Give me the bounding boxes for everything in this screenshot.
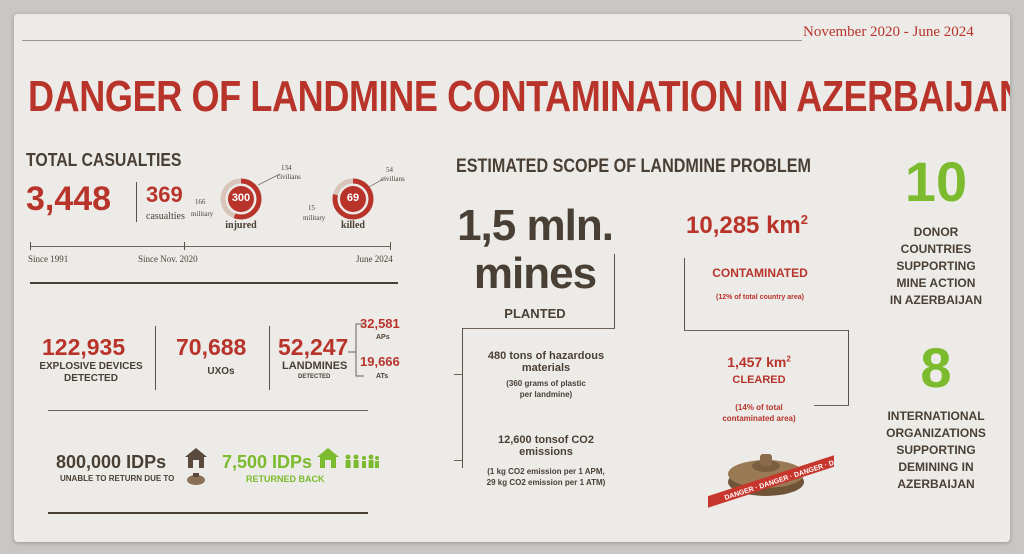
timeline-end: June 2024 [356,254,393,264]
timeline-axis [30,246,390,247]
infographic-slide: November 2020 - June 2024 DANGER OF LAND… [14,14,1010,542]
donor-countries-label: DONOR COUNTRIES SUPPORTING MINE ACTION I… [866,224,1006,309]
contaminated-area-unit-exponent: 2 [800,212,808,227]
mines-value-line2: mines [473,249,597,298]
house-icon [317,448,339,468]
uxo-label: UXOs [207,366,235,377]
date-range: November 2020 - June 2024 [803,24,974,40]
mines-value-line1: 1,5 mln. [457,201,614,250]
donor-label-line: IN AZERBAIJAN [889,293,983,307]
hazardous-materials: 480 tons of hazardous materials [466,350,626,374]
house-icon [185,448,207,468]
aps-value: 32,581 [360,316,400,331]
killed-donut [332,178,374,220]
landmines-label: LANDMINES [282,360,348,372]
cleared-note-line1: (14% of total [735,403,783,412]
timeline-mid: Since Nov. 2020 [138,254,198,264]
injured-military-value: 166 [195,198,206,206]
total-casualties-value: 3,448 [26,180,112,218]
hazard-line2: materials [521,362,571,374]
landmine-icon [187,473,205,485]
killed-value: 69 [346,192,360,204]
idps-returned-value: 7,500 IDPs [222,452,313,472]
co2-line2: emissions [519,446,573,458]
ats-label: ATs [376,373,389,380]
contaminated-area-number: 10,285 km [686,212,801,239]
co2-note: (1 kg CO2 emission per 1 APM, 29 kg CO2 … [460,466,632,488]
donor-label-line: MINE ACTION [896,276,976,290]
mines-value: 1,5 mln. mines [450,202,620,298]
explosive-devices-label: EXPLOSIVE DEVICES DETECTED [39,361,143,384]
donor-countries-value: 10 [904,150,968,213]
top-rule [22,40,802,41]
orgs-label-line: DEMINING IN [898,460,974,474]
killed-civilians-value: 54 [386,166,393,174]
hazard-note-line1: (360 grams of plastic [506,379,586,388]
contaminated-note: (12% of total country area) [716,294,804,301]
idps-returned-label: RETURNED BACK [246,474,325,484]
orgs-label-line: INTERNATIONAL [887,409,985,423]
killed-label: killed [341,220,365,231]
orgs-label-line: AZERBAIJAN [897,477,975,491]
cleared-note: (14% of total contaminated area) [704,402,814,424]
ats-value: 19,666 [360,354,400,369]
landmine-danger-tape-illustration: DANGER · DANGER · DANGER · DANGER [708,452,834,508]
injured-donut [220,178,262,220]
hazard-note-line2: per landmine) [519,390,573,399]
idps-unable-label: UNABLE TO RETURN DUE TO [60,474,175,483]
landmines-sublabel: DETECTED [298,374,331,380]
injured-civilians-value: 134 [281,164,292,172]
co2-line1: 12,600 tonsof CO2 [498,434,594,446]
co2-note-line2: 29 kg CO2 emission per 1 ATM) [486,478,606,487]
hazard-line1: 480 tons of hazardous [487,350,605,362]
aps-label: APs [376,334,390,341]
co2-note-line1: (1 kg CO2 emission per 1 APM, [487,467,605,476]
casualties-heading: TOTAL CASUALTIES [26,150,182,170]
orgs-label-line: SUPPORTING [896,443,976,457]
co2-emissions: 12,600 tonsof CO2 emissions [466,434,626,458]
casualties-since-nov-value: 369 [146,182,183,207]
cleared-area-number: 1,457 km [727,354,787,370]
cleared-note-line2: contaminated area) [722,414,796,423]
hazardous-note: (360 grams of plastic per landmine) [466,378,626,400]
contaminated-area-value: 10,285 km2 [686,212,808,240]
casualties-since-nov-label: casualties [146,211,185,222]
donor-label-line: SUPPORTING [896,259,976,273]
cleared-area-unit-exponent: 2 [786,354,791,364]
international-orgs-value: 8 [920,336,952,399]
family-icon [345,454,379,468]
donor-label-line: COUNTRIES [900,242,972,256]
injured-value: 300 [231,192,251,204]
contaminated-label: CONTAMINATED [712,266,808,280]
cleared-area-value: 1,457 km2 [704,354,814,370]
orgs-label-line: ORGANIZATIONS [886,426,986,440]
mines-planted-label: PLANTED [504,306,566,321]
landmines-value: 52,247 [278,334,349,360]
donor-label-line: DONOR [913,225,959,239]
killed-military-value: 15 [308,204,315,212]
injured-military-label: military [191,210,214,218]
cleared-label: CLEARED [732,374,786,386]
injured-label: injured [225,220,257,231]
international-orgs-label: INTERNATIONAL ORGANIZATIONS SUPPORTING D… [866,408,1006,493]
explosive-devices-value: 122,935 [42,334,126,360]
scope-heading: ESTIMATED SCOPE OF LANDMINE PROBLEM [456,156,812,177]
page-title: DANGER OF LANDMINE CONTAMINATION IN AZER… [28,72,1010,121]
injured-civilians-label: civilians [277,173,301,181]
idps-unable-value: 800,000 IDPs [56,452,167,472]
uxo-value: 70,688 [176,334,247,360]
killed-military-label: military [303,214,326,222]
killed-civilians-label: civilians [381,175,405,183]
timeline-start: Since 1991 [28,254,69,264]
